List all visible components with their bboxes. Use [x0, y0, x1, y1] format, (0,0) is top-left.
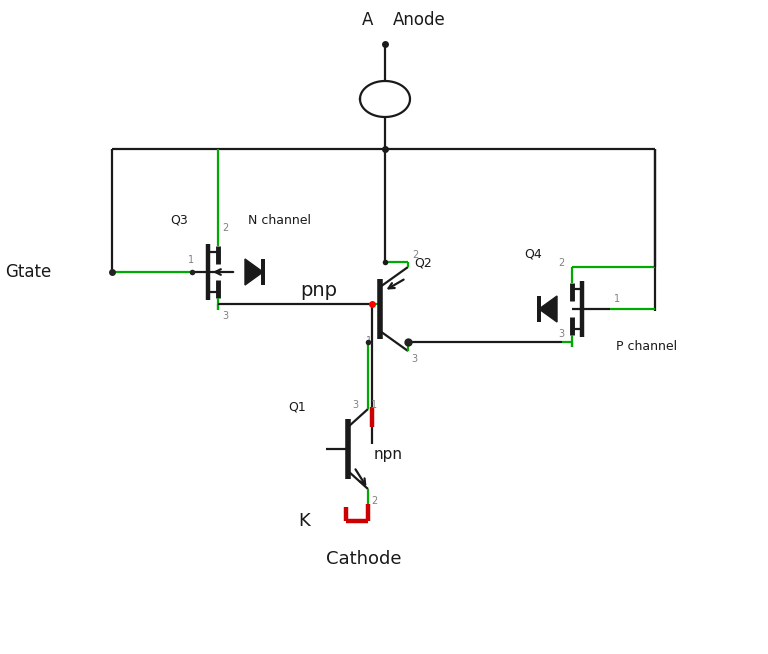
Text: Q4: Q4: [524, 247, 541, 260]
Polygon shape: [539, 296, 557, 322]
Text: N channel: N channel: [248, 213, 311, 226]
Text: Q3: Q3: [170, 213, 187, 226]
Text: 1: 1: [366, 336, 372, 346]
Text: pnp: pnp: [300, 281, 337, 300]
Polygon shape: [245, 259, 263, 285]
Text: Q1: Q1: [288, 400, 306, 413]
Text: 2: 2: [412, 250, 419, 260]
Text: 2: 2: [558, 258, 564, 268]
Text: Gtate: Gtate: [5, 263, 51, 281]
Text: Q2: Q2: [414, 256, 432, 269]
Text: 3: 3: [411, 354, 417, 364]
Text: 1: 1: [188, 255, 194, 265]
Text: P channel: P channel: [616, 341, 677, 354]
Text: 1: 1: [371, 400, 377, 410]
Text: Cathode: Cathode: [326, 550, 402, 568]
Text: A: A: [362, 11, 373, 29]
Text: 3: 3: [352, 400, 358, 410]
Text: 3: 3: [222, 311, 228, 321]
Text: 1: 1: [614, 294, 620, 304]
Text: 2: 2: [371, 496, 377, 506]
Text: K: K: [298, 512, 310, 530]
Text: Anode: Anode: [393, 11, 445, 29]
Text: 3: 3: [558, 329, 564, 339]
Text: npn: npn: [374, 447, 403, 462]
Text: 2: 2: [222, 223, 228, 233]
